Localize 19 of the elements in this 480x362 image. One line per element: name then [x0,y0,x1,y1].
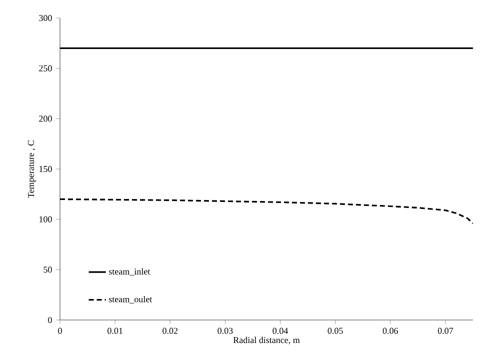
x-tick-label: 0.03 [218,328,233,334]
x-tick-label: 0 [58,328,62,334]
legend-label: steam_oulet [109,296,152,304]
x-axis-title: Radial distance, m [233,336,300,344]
y-axis-title: Temperature , C [28,140,36,198]
x-tick-label: 0.05 [328,328,343,334]
x-tick-label: 0.06 [382,328,398,334]
y-tick-label: 250 [39,65,52,72]
x-tick-label: 0.02 [162,328,178,334]
x-tick-label: 0.04 [272,328,288,334]
x-tick-label: 0.07 [438,328,454,334]
x-tick-label: 0.01 [108,328,122,334]
y-tick-label: 50 [44,266,52,273]
y-tick-label: 0 [48,316,52,324]
y-tick-label: 300 [39,14,52,22]
y-tick-label: 200 [39,116,52,122]
legend-label: steam_inlet [109,268,150,276]
y-tick-label: 100 [39,216,52,222]
y-tick-label: 150 [39,166,52,172]
